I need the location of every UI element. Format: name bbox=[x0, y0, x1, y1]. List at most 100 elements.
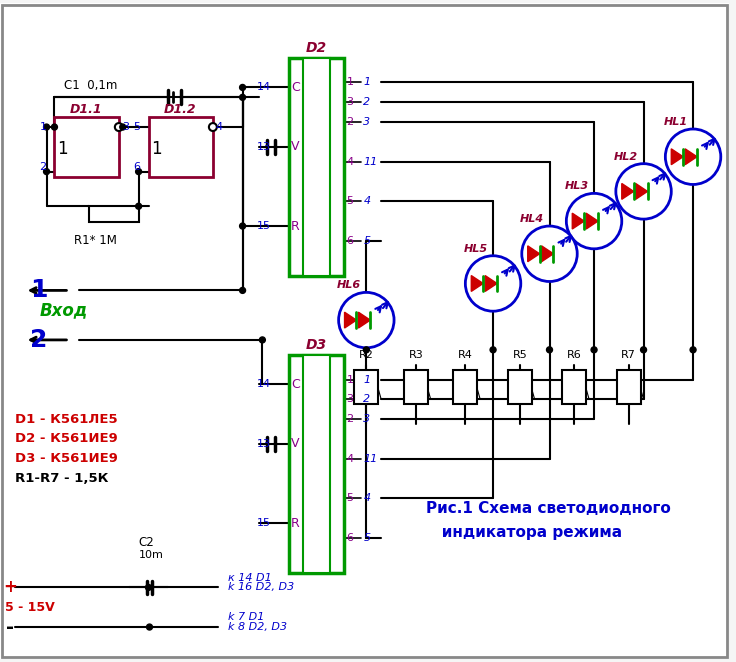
Text: 5: 5 bbox=[364, 533, 370, 543]
Text: R2: R2 bbox=[359, 350, 374, 359]
Text: 2: 2 bbox=[347, 414, 354, 424]
Text: 5: 5 bbox=[134, 122, 141, 132]
Bar bbox=[289, 58, 344, 275]
Text: 1: 1 bbox=[364, 77, 370, 87]
Text: 1: 1 bbox=[40, 122, 46, 132]
Polygon shape bbox=[485, 275, 497, 291]
Text: 11: 11 bbox=[364, 157, 378, 167]
Text: 2: 2 bbox=[364, 395, 370, 404]
Text: C: C bbox=[291, 378, 300, 391]
Text: D1.1: D1.1 bbox=[70, 103, 102, 116]
Circle shape bbox=[240, 95, 246, 101]
Text: C: C bbox=[291, 81, 300, 94]
Text: 4: 4 bbox=[347, 157, 354, 167]
Text: 4: 4 bbox=[347, 453, 354, 463]
Circle shape bbox=[240, 287, 246, 293]
Text: -: - bbox=[6, 618, 14, 637]
Circle shape bbox=[591, 347, 597, 353]
Text: +: + bbox=[3, 579, 17, 596]
Text: 6: 6 bbox=[347, 533, 353, 543]
Bar bbox=[54, 117, 118, 177]
Circle shape bbox=[547, 347, 553, 353]
Text: D1.2: D1.2 bbox=[164, 103, 197, 116]
Text: 11: 11 bbox=[364, 453, 378, 463]
Bar bbox=[404, 369, 428, 404]
Bar bbox=[355, 369, 378, 404]
Bar bbox=[289, 355, 344, 573]
Text: R1* 1M: R1* 1M bbox=[74, 234, 117, 248]
Text: 3: 3 bbox=[364, 117, 370, 127]
Circle shape bbox=[43, 124, 49, 130]
Polygon shape bbox=[685, 149, 697, 165]
Text: V: V bbox=[291, 438, 300, 450]
Text: 13: 13 bbox=[258, 142, 272, 152]
Circle shape bbox=[240, 223, 246, 229]
Text: HL4: HL4 bbox=[520, 214, 544, 224]
Text: 6: 6 bbox=[134, 162, 141, 171]
Text: D3: D3 bbox=[305, 338, 326, 352]
Text: 5 - 15V: 5 - 15V bbox=[5, 600, 54, 614]
Text: 1: 1 bbox=[151, 140, 162, 158]
Circle shape bbox=[52, 124, 57, 130]
Text: R3: R3 bbox=[408, 350, 423, 359]
Text: 4: 4 bbox=[364, 197, 370, 207]
Text: 10m: 10m bbox=[138, 549, 163, 560]
Text: 3: 3 bbox=[347, 97, 353, 107]
Text: R1-R7 - 1,5К: R1-R7 - 1,5К bbox=[15, 472, 108, 485]
Text: R4: R4 bbox=[458, 350, 473, 359]
Text: C2: C2 bbox=[138, 536, 155, 549]
Circle shape bbox=[640, 347, 646, 353]
Polygon shape bbox=[573, 213, 584, 229]
Text: 3: 3 bbox=[121, 122, 129, 132]
Text: HL6: HL6 bbox=[336, 281, 361, 291]
Text: V: V bbox=[291, 140, 300, 154]
Text: 14: 14 bbox=[257, 379, 272, 389]
Text: 1: 1 bbox=[29, 279, 47, 303]
Text: R: R bbox=[291, 220, 300, 232]
Circle shape bbox=[665, 129, 721, 185]
Text: 2: 2 bbox=[40, 162, 46, 171]
Bar bbox=[303, 355, 330, 573]
Text: к 14 D1: к 14 D1 bbox=[227, 573, 272, 583]
Bar bbox=[453, 369, 477, 404]
Circle shape bbox=[146, 624, 152, 630]
Text: 4: 4 bbox=[364, 493, 370, 503]
Text: 6: 6 bbox=[347, 236, 353, 246]
Text: 14: 14 bbox=[257, 83, 272, 93]
Circle shape bbox=[135, 203, 141, 209]
Circle shape bbox=[240, 85, 246, 91]
Text: R7: R7 bbox=[621, 350, 636, 359]
Circle shape bbox=[43, 169, 49, 175]
Circle shape bbox=[209, 123, 217, 131]
Circle shape bbox=[364, 347, 369, 353]
Text: 3: 3 bbox=[364, 414, 370, 424]
Text: D3 - К561ИЕ9: D3 - К561ИЕ9 bbox=[15, 452, 118, 465]
Circle shape bbox=[690, 347, 696, 353]
Text: HL5: HL5 bbox=[464, 244, 487, 254]
Text: Вход: Вход bbox=[40, 301, 88, 319]
Text: 1: 1 bbox=[364, 375, 370, 385]
Text: R: R bbox=[291, 516, 300, 530]
Text: 3: 3 bbox=[347, 395, 353, 404]
Text: D2 - К561ИЕ9: D2 - К561ИЕ9 bbox=[15, 432, 118, 446]
Text: 5: 5 bbox=[347, 493, 353, 503]
Text: HL2: HL2 bbox=[614, 152, 638, 162]
Polygon shape bbox=[344, 312, 356, 328]
Circle shape bbox=[616, 164, 671, 219]
Text: D1 - К561ЛЕ5: D1 - К561ЛЕ5 bbox=[15, 412, 118, 426]
Text: R6: R6 bbox=[567, 350, 581, 359]
Text: k 8 D2, D3: k 8 D2, D3 bbox=[227, 622, 287, 632]
Text: индикатора режима: индикатора режима bbox=[425, 526, 622, 540]
Text: HL3: HL3 bbox=[565, 181, 589, 191]
Circle shape bbox=[259, 337, 266, 343]
Polygon shape bbox=[528, 246, 539, 261]
Polygon shape bbox=[471, 275, 483, 291]
Polygon shape bbox=[542, 246, 553, 261]
Circle shape bbox=[115, 123, 123, 131]
Text: 2: 2 bbox=[364, 97, 370, 107]
Circle shape bbox=[522, 226, 577, 281]
Circle shape bbox=[566, 193, 622, 249]
Text: 5: 5 bbox=[347, 197, 353, 207]
Bar bbox=[149, 117, 213, 177]
Bar bbox=[303, 58, 330, 275]
